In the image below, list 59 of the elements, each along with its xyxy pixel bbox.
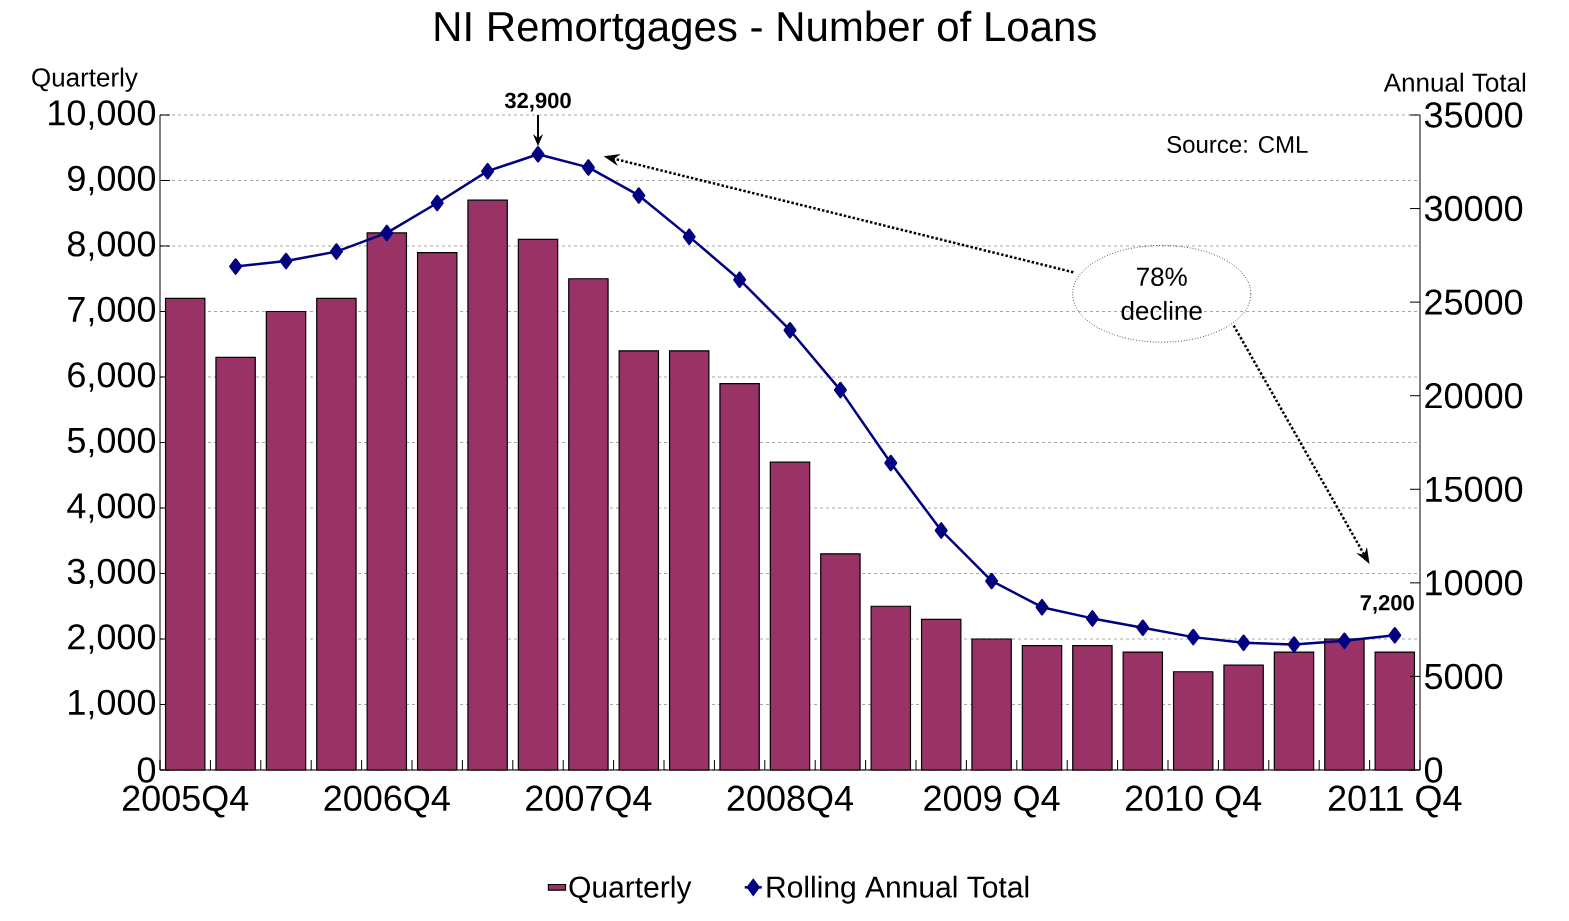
y2-tick-label: 35000	[1424, 102, 1523, 128]
point	[531, 146, 545, 163]
x-tick-label: 2005Q4	[122, 785, 249, 818]
y-tick-label: 0	[137, 757, 156, 783]
chart-title: NI Remortgages - Number of Loans	[435, 10, 1096, 50]
y-tick-label: 2,000	[68, 624, 156, 654]
x-tick-label: 2009 Q4	[924, 785, 1060, 818]
point	[1186, 628, 1200, 646]
point	[632, 187, 646, 204]
point	[1237, 634, 1251, 651]
point	[1085, 610, 1099, 627]
point	[430, 194, 444, 212]
point	[1388, 627, 1402, 644]
point	[884, 454, 898, 472]
annotation: 7,200	[1360, 594, 1414, 614]
x-tick-label: 2007Q4	[526, 785, 652, 818]
legend-label: Quarterly	[569, 875, 692, 904]
y-tick-label: 1,000	[69, 689, 156, 720]
x-tick-label: 2006Q4	[324, 785, 450, 818]
y2-tick-label: 30000	[1424, 195, 1523, 222]
y-tick-label: 4,000	[67, 493, 156, 523]
point	[581, 159, 595, 176]
y-tick-label: 5,000	[67, 427, 156, 458]
y-axis-title: Quarterly	[32, 67, 138, 92]
y2-tick-label: 25000	[1425, 289, 1523, 315]
y2-tick-label: 20000	[1425, 382, 1523, 409]
text: 32,900	[504, 92, 571, 112]
y-tick-label: 6,000	[68, 362, 156, 392]
point	[682, 228, 696, 245]
y2-tick-label: 5000	[1424, 663, 1503, 690]
point	[1136, 619, 1150, 637]
point	[1287, 636, 1301, 653]
point	[1035, 598, 1049, 616]
point	[934, 522, 948, 539]
y-tick-label: 10,000	[49, 100, 156, 130]
x-tick-label: 2011 Q4	[1328, 785, 1462, 818]
x-tick-label: 2010 Q4	[1125, 785, 1262, 818]
point	[481, 162, 495, 180]
legend-label: Rolling Annual Total	[767, 875, 1029, 904]
annotation: Source: CML	[1167, 135, 1308, 153]
y-tick-label: 7,000	[68, 296, 156, 327]
point	[229, 258, 243, 275]
y-tick-label: 8,000	[67, 231, 156, 261]
y-tick-label: 9,000	[68, 165, 156, 196]
y2-tick-label: 15000	[1426, 476, 1523, 503]
y2-tick-label: 0	[1424, 757, 1443, 783]
point	[833, 381, 847, 399]
y-tick-label: 3,000	[67, 558, 156, 589]
point	[279, 252, 293, 270]
point	[783, 321, 797, 339]
point	[1337, 632, 1351, 650]
point	[380, 224, 394, 242]
point	[329, 243, 343, 260]
point	[733, 271, 747, 288]
y2-axis-title: Annual Total	[1383, 72, 1526, 92]
annotation: 78% decline	[1121, 267, 1202, 320]
y2-tick-label: 10000	[1426, 570, 1523, 596]
x-tick-label: 2008Q4	[727, 785, 853, 818]
point	[985, 572, 999, 590]
